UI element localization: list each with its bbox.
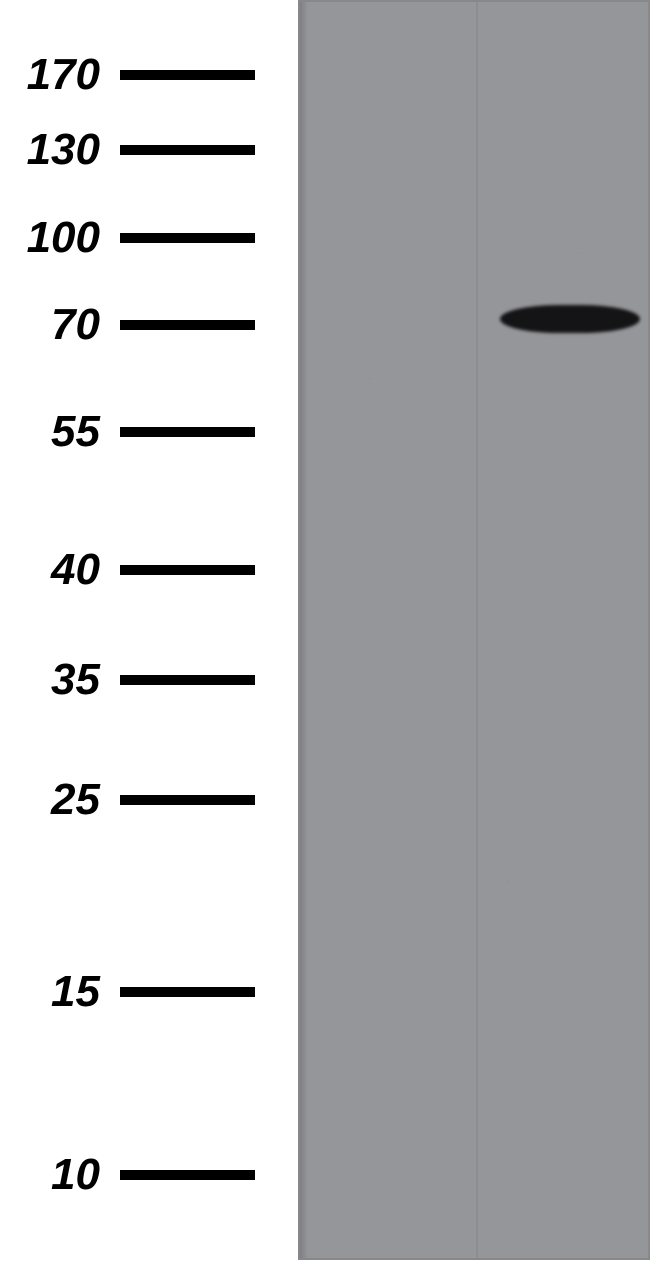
marker-tick xyxy=(120,675,255,685)
marker-tick xyxy=(120,427,255,437)
blot-noise-texture xyxy=(300,2,648,1258)
marker-label: 170 xyxy=(0,50,120,100)
marker-tick xyxy=(120,1170,255,1180)
marker-label: 10 xyxy=(0,1150,120,1200)
marker-tick xyxy=(120,70,255,80)
marker-label: 40 xyxy=(0,545,120,595)
marker-label: 70 xyxy=(0,300,120,350)
marker-label: 100 xyxy=(0,213,120,263)
marker-tick xyxy=(120,320,255,330)
western-blot-membrane xyxy=(298,0,650,1260)
molecular-weight-ladder: 170 130 100 70 55 40 35 25 15 10 xyxy=(0,0,300,1275)
marker-row: 170 xyxy=(0,55,255,95)
marker-row: 40 xyxy=(0,550,255,590)
marker-tick xyxy=(120,565,255,575)
protein-band xyxy=(500,305,640,333)
marker-label: 25 xyxy=(0,775,120,825)
marker-row: 10 xyxy=(0,1155,255,1195)
marker-label: 35 xyxy=(0,655,120,705)
marker-row: 25 xyxy=(0,780,255,820)
marker-row: 55 xyxy=(0,412,255,452)
marker-row: 130 xyxy=(0,130,255,170)
marker-label: 15 xyxy=(0,967,120,1017)
marker-label: 55 xyxy=(0,407,120,457)
marker-row: 70 xyxy=(0,305,255,345)
marker-tick xyxy=(120,145,255,155)
marker-tick xyxy=(120,987,255,997)
marker-row: 100 xyxy=(0,218,255,258)
lane-divider xyxy=(476,2,478,1258)
marker-label: 130 xyxy=(0,125,120,175)
marker-tick xyxy=(120,795,255,805)
marker-tick xyxy=(120,233,255,243)
marker-row: 15 xyxy=(0,972,255,1012)
marker-row: 35 xyxy=(0,660,255,700)
